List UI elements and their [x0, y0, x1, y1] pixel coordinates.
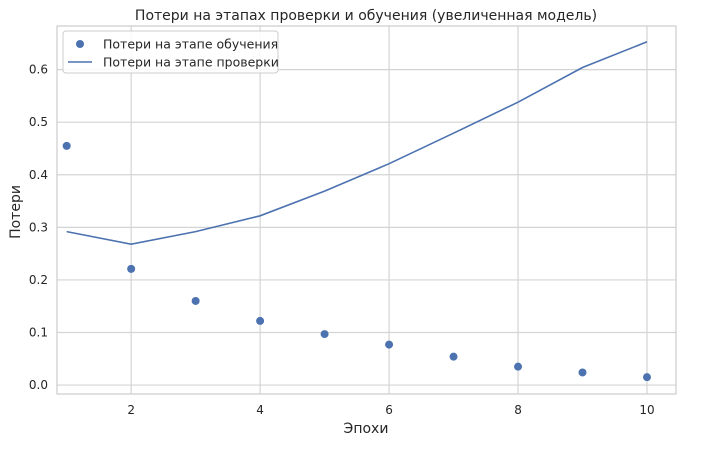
training-loss-point — [449, 352, 458, 361]
training-loss-point — [256, 316, 265, 325]
y-axis-label: Потери — [8, 185, 24, 239]
y-tick-label: 0.2 — [29, 273, 48, 287]
y-tick-label: 0.1 — [29, 325, 48, 339]
y-tick-label: 0.0 — [29, 378, 48, 392]
training-loss-point — [514, 362, 523, 371]
training-loss-point — [385, 340, 394, 349]
x-tick-label: 4 — [256, 403, 264, 417]
plot-area — [56, 25, 677, 395]
training-loss-point — [62, 141, 71, 150]
training-loss-point — [191, 296, 200, 305]
validation-loss-line — [66, 41, 648, 246]
training-loss-point — [642, 373, 651, 382]
legend-entry-label: Потери на этапе обучения — [103, 37, 278, 52]
x-tick-label: 8 — [514, 403, 522, 417]
y-tick-label: 0.4 — [29, 168, 48, 182]
legend-box — [62, 30, 279, 74]
legend-marker-swatch — [76, 40, 84, 48]
legend: Потери на этапе обучения Потери на этапе … — [62, 30, 279, 74]
y-tick-label: 0.6 — [29, 63, 48, 77]
x-tick-label: 10 — [639, 403, 654, 417]
x-tick-label: 2 — [127, 403, 135, 417]
plot-frame — [56, 25, 677, 395]
training-loss-point — [320, 330, 329, 339]
training-loss-point — [127, 264, 136, 273]
training-loss-point — [578, 368, 587, 377]
y-tick-label: 0.5 — [29, 115, 48, 129]
y-tick-label: 0.3 — [29, 220, 48, 234]
x-tick-label: 6 — [385, 403, 393, 417]
legend-entry-label: Потери на этапе проверки — [103, 55, 279, 70]
chart-title: Потери на этапах проверки и обучения (ув… — [135, 8, 597, 24]
x-axis-label: Эпохи — [344, 421, 389, 437]
